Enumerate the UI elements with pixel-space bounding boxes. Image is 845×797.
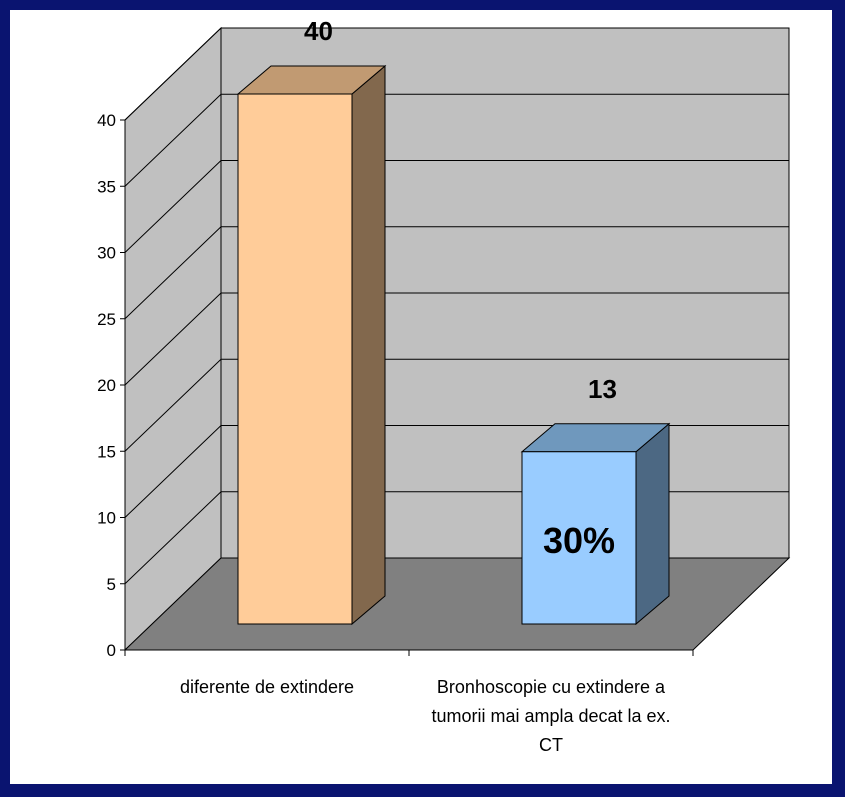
- bar: [521, 451, 637, 625]
- chart-frame: 0 5 10 15 20 25 30 35 40 40 diferente de extinder…: [10, 10, 832, 784]
- data-label: 13: [588, 374, 617, 404]
- bar: [237, 93, 353, 625]
- x-category-label: Bronhoscopie cu extindere a: [437, 677, 666, 697]
- gridline: [124, 160, 789, 253]
- y-tick-label: 15: [97, 442, 116, 461]
- y-tick-label: 5: [107, 575, 116, 594]
- chart-floor: [123, 557, 791, 651]
- y-tick-label: 30: [97, 244, 116, 263]
- gridline: [124, 93, 789, 187]
- y-tick-label: 0: [107, 641, 116, 660]
- gridline: [124, 226, 789, 320]
- bar-annotation: 30%: [543, 520, 615, 561]
- gridline: [124, 358, 789, 452]
- x-category-label: tumorii mai ampla decat la ex.: [431, 706, 670, 726]
- bar-chart: 0 5 10 15 20 25 30 35 40 40 diferente de extinder…: [97, 16, 791, 755]
- y-tick-label: 20: [97, 376, 116, 395]
- y-tick-label: 35: [97, 177, 116, 196]
- gridline: [124, 292, 789, 386]
- x-category-label: diferente de extindere: [180, 677, 354, 697]
- y-tick-label: 40: [97, 111, 116, 130]
- data-label: 40: [304, 16, 333, 46]
- y-tick-label: 10: [97, 509, 116, 528]
- x-category-label: CT: [539, 735, 563, 755]
- gridline: [124, 27, 789, 121]
- bar-side: [635, 422, 670, 626]
- bar-side: [351, 64, 386, 626]
- y-tick-label: 25: [97, 310, 116, 329]
